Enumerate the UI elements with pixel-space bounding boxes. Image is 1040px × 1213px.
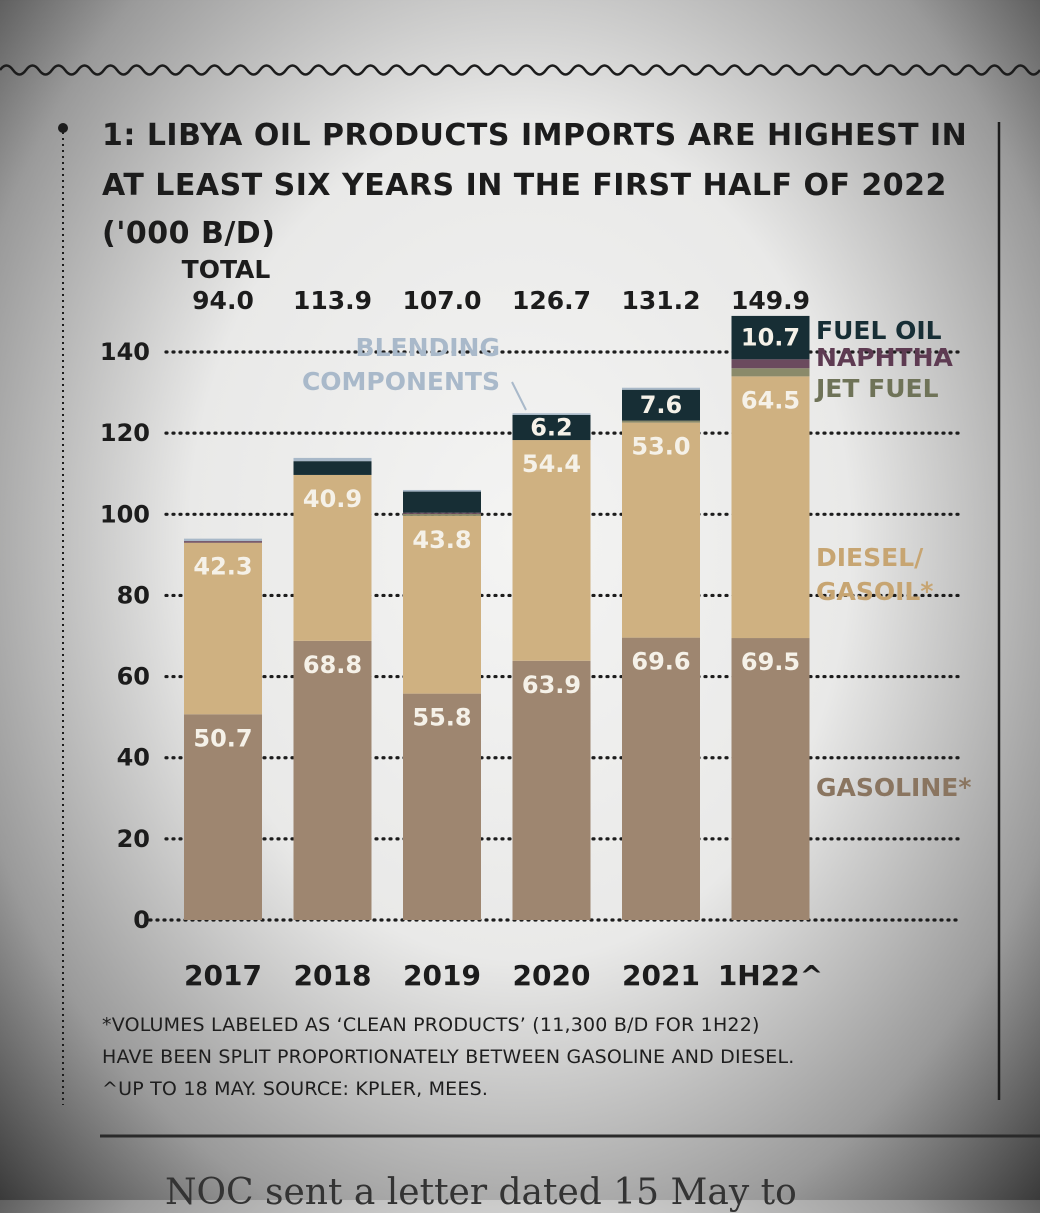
bar-segment-jet_fuel-2021 [622, 420, 700, 423]
bar-value-label-diesel: 40.9 [303, 485, 362, 513]
bar-segment-naphtha-1H22^ [731, 359, 810, 369]
total-header-label: TOTAL [182, 255, 271, 284]
y-tick-label: 80 [117, 581, 150, 609]
bar-segment-naphtha-2017 [184, 541, 262, 543]
y-tick-label: 60 [117, 663, 150, 691]
legend-diesel-line-2: GASOIL* [816, 577, 933, 606]
bar-segment-fuel_oil-2018 [293, 461, 372, 475]
bar-segment-gasoline-2020 [512, 660, 591, 920]
wavy-divider [0, 64, 1040, 76]
legend-naphtha: NAPHTHA [816, 343, 953, 372]
bar-segment-naphtha-2019 [403, 512, 481, 514]
x-tick-label: 1H22^ [718, 959, 823, 992]
bar-segment-diesel-1H22^ [731, 376, 810, 639]
legend-diesel-line-1: DIESEL/ [816, 543, 924, 572]
bar-segment-blending-2020 [512, 413, 591, 415]
bar-segment-blending-2019 [403, 489, 481, 492]
footnote-line-3: ^UP TO 18 MAY. SOURCE: KPLER, MEES. [102, 1078, 489, 1100]
chart-title-line-3: ('000 B/D) [102, 216, 276, 251]
bar-value-label-diesel: 42.3 [193, 553, 252, 581]
blending-callout-leader [511, 381, 527, 411]
bar-segment-fuel_oil-1H22^ [731, 315, 810, 360]
bar-total-label: 131.2 [621, 286, 700, 315]
y-tick-label: 20 [117, 825, 150, 853]
bar-segment-gasoline-2018 [293, 640, 372, 920]
bar-total-label: 113.9 [293, 286, 372, 315]
bar-segment-gasoline-2021 [622, 637, 700, 920]
article-text-fragment: NOC sent a letter dated 15 May to [165, 1172, 797, 1213]
bar-value-label-fuel_oil: 10.7 [741, 324, 800, 352]
bar-segment-jet_fuel-1H22^ [731, 368, 810, 377]
bar-segment-diesel-2017 [184, 542, 262, 715]
bar-segment-blending-2021 [622, 387, 700, 390]
bar-value-label-gasoline: 63.9 [522, 671, 581, 699]
bar-segment-fuel_oil-2020 [512, 414, 591, 441]
y-tick-label: 0 [133, 906, 150, 934]
bar-total-label: 94.0 [192, 286, 254, 315]
legend-gasoline: GASOLINE* [816, 773, 971, 802]
legend-fuel-oil: FUEL OIL [816, 316, 942, 345]
bar-value-label-diesel: 64.5 [741, 386, 800, 414]
bar-value-label-gasoline: 69.5 [741, 648, 800, 676]
bar-segment-gasoline-1H22^ [731, 638, 810, 920]
x-tick-label: 2019 [403, 959, 481, 992]
x-tick-label: 2017 [184, 959, 262, 992]
chart-title-line-1: 1: LIBYA OIL PRODUCTS IMPORTS ARE HIGHES… [102, 118, 968, 153]
bar-value-label-fuel_oil: 7.6 [640, 391, 683, 419]
bar-segment-gasoline-2019 [403, 693, 481, 920]
bar-total-label: 149.9 [731, 286, 810, 315]
x-tick-label: 2021 [622, 959, 700, 992]
bar-segment-fuel_oil-2019 [403, 491, 481, 513]
bar-segment-diesel-2018 [293, 474, 372, 641]
bar-value-label-diesel: 54.4 [522, 450, 581, 478]
bar-segment-gasoline-2017 [184, 714, 262, 920]
bar-value-label-fuel_oil: 6.2 [530, 413, 573, 441]
bar-segment-diesel-2020 [512, 440, 591, 661]
bar-segment-fuel_oil-2021 [622, 389, 700, 421]
left-rule-dot [58, 123, 68, 133]
bar-value-label-diesel: 43.8 [412, 526, 471, 554]
legend-blending-line-1: BLENDING [356, 333, 500, 362]
y-tick-label: 120 [100, 419, 150, 447]
bar-segment-blending-2017 [184, 538, 262, 542]
bar-value-label-gasoline: 50.7 [193, 724, 252, 752]
bar-segment-diesel-2021 [622, 422, 700, 638]
y-tick-label: 100 [100, 500, 150, 528]
footnote-line-1: *VOLUMES LABELED AS ‘CLEAN PRODUCTS’ (11… [102, 1014, 760, 1036]
bar-segment-blending-2018 [293, 457, 372, 462]
bar-value-label-gasoline: 55.8 [412, 704, 471, 732]
bar-value-label-diesel: 53.0 [631, 433, 690, 461]
x-tick-label: 2018 [294, 959, 372, 992]
bar-total-label: 107.0 [402, 286, 481, 315]
chart-title-line-2: AT LEAST SIX YEARS IN THE FIRST HALF OF … [102, 168, 947, 203]
y-tick-label: 140 [100, 338, 150, 366]
y-tick-label: 40 [117, 744, 150, 772]
legend-jet-fuel: JET FUEL [814, 374, 939, 403]
bar-value-label-gasoline: 69.6 [631, 648, 690, 676]
x-tick-label: 2020 [513, 959, 591, 992]
bar-total-label: 126.7 [512, 286, 591, 315]
bar-segment-jet_fuel-2019 [403, 513, 481, 516]
footnote-line-2: HAVE BEEN SPLIT PROPORTIONATELY BETWEEN … [102, 1046, 795, 1068]
legend-blending-line-2: COMPONENTS [302, 367, 500, 396]
bar-value-label-gasoline: 68.8 [303, 651, 362, 679]
bar-segment-diesel-2019 [403, 515, 481, 694]
